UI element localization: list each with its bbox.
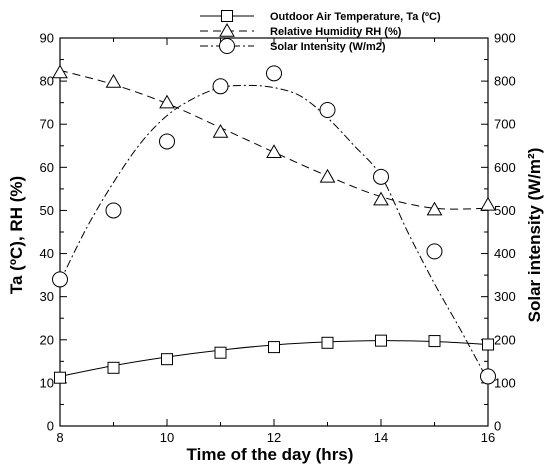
x-tick-label: 12 (267, 430, 281, 445)
legend: Outdoor Air Temperature, Ta (ºC) Relative… (200, 10, 441, 54)
data-point-circle (159, 133, 175, 150)
y-axis-title-right: Solar intensity (W/m²) (525, 148, 544, 323)
data-point-circle (319, 101, 336, 118)
data-point-square (375, 334, 387, 347)
legend-marker-triangle (219, 22, 235, 37)
y-left-tick-label: 80 (40, 74, 54, 89)
series-triangle (52, 64, 496, 216)
series-line-circle (59, 84, 489, 381)
data-point-circle (480, 368, 496, 385)
x-tick-label: 14 (374, 430, 388, 445)
data-point-square (214, 346, 227, 359)
data-point-square (161, 353, 173, 366)
y-left-tick-label: 0 (47, 419, 54, 434)
data-point-triangle (212, 123, 229, 138)
y-left-tick-label: 50 (40, 203, 54, 218)
y-left-tick-label: 20 (40, 332, 54, 347)
y-left-tick-label: 40 (40, 246, 54, 261)
data-point-triangle (105, 73, 122, 88)
series-square (54, 334, 494, 384)
data-point-triangle (426, 201, 443, 216)
data-point-square (54, 371, 66, 384)
y-right-tick-label: 0 (494, 419, 501, 434)
y-right-tick-label: 600 (494, 160, 516, 175)
series-line-triangle (59, 69, 489, 210)
data-point-square (107, 361, 120, 374)
y-right-tick-label: 200 (494, 332, 516, 347)
y-axis-title-left: Ta (ºC), RH (%) (7, 176, 26, 294)
y-left-tick-label: 30 (40, 289, 54, 304)
y-left-tick-label: 60 (40, 160, 54, 175)
x-tick-label: 8 (56, 430, 63, 445)
data-point-triangle (480, 196, 496, 211)
plot-area: 8 10 12 14 160102030405060708090010020030040… (40, 31, 516, 446)
data-point-triangle (159, 94, 175, 109)
data-point-circle (266, 65, 282, 82)
legend-label: Solar Intensity (W/m2) (270, 41, 386, 53)
plot-frame (59, 37, 489, 427)
data-point-triangle (266, 144, 282, 158)
data-point-triangle (52, 64, 68, 79)
legend-marker-circle (219, 38, 235, 54)
x-tick-label: 10 (160, 430, 174, 445)
y-right-tick-label: 100 (494, 375, 516, 390)
y-right-tick-label: 700 (494, 117, 516, 132)
legend-label: Relative Humidity RH (%) (270, 26, 402, 38)
data-point-circle (52, 271, 68, 288)
legend-marker-square (221, 10, 233, 22)
y-right-tick-label: 400 (494, 246, 516, 261)
y-left-tick-label: 10 (40, 375, 54, 390)
y-right-tick-label: 300 (494, 289, 516, 304)
y-left-tick-label: 70 (40, 117, 54, 132)
x-tick-label: 16 (481, 430, 495, 445)
y-right-tick-label: 800 (494, 74, 516, 89)
y-left-tick-label: 90 (40, 31, 54, 46)
y-right-tick-label: 500 (494, 203, 516, 218)
legend-label: Outdoor Air Temperature, Ta (ºC) (270, 11, 441, 23)
data-point-circle (105, 202, 122, 219)
data-point-triangle (319, 168, 336, 183)
data-point-square (482, 338, 494, 351)
data-point-circle (373, 168, 389, 185)
data-point-square (321, 336, 334, 349)
data-point-circle (212, 78, 229, 95)
x-axis-title: Time of the day (hrs) (187, 445, 354, 464)
data-point-circle (426, 243, 443, 260)
series-circle (52, 65, 496, 385)
data-point-square (428, 335, 441, 348)
y-right-tick-label: 900 (494, 31, 516, 46)
data-point-square (268, 341, 280, 354)
data-point-triangle (373, 191, 389, 206)
